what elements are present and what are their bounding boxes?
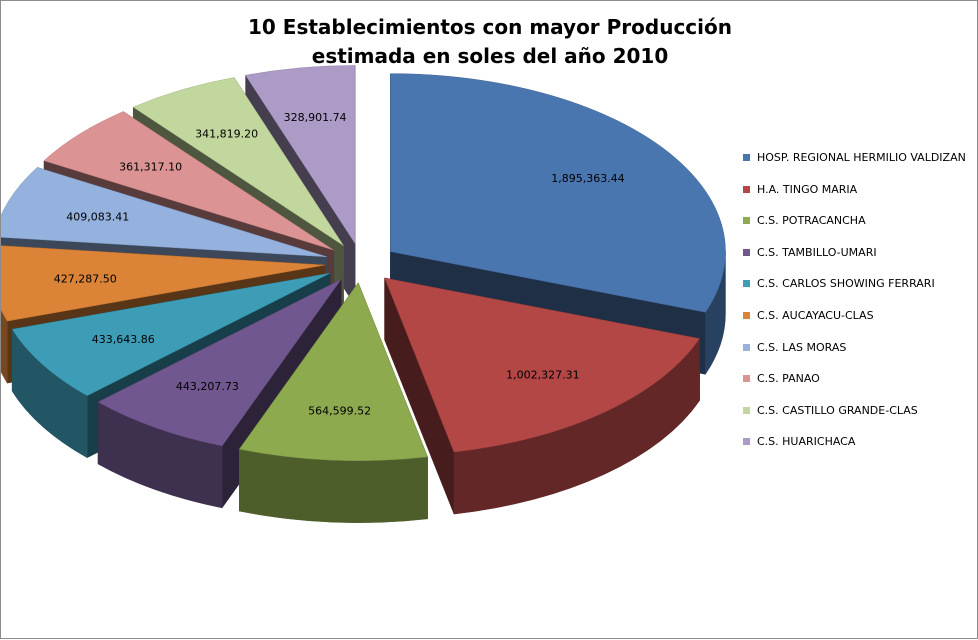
legend-item: C.S. PANAO [743,368,973,400]
slice-value-label: 328,901.74 [284,111,347,124]
legend-label: C.S. PANAO [757,372,820,386]
legend-item: H.A. TINGO MARIA [743,179,973,211]
legend-item: C.S. POTRACANCHA [743,210,973,242]
legend-swatch [743,217,750,225]
pie-slice [238,281,428,523]
legend-swatch [743,311,750,319]
legend-item: C.S. AUCAYACU-CLAS [743,305,973,337]
slice-value-label: 341,819.20 [195,128,258,141]
legend-swatch [743,438,750,446]
legend-item: C.S. CARLOS SHOWING FERRARI [743,273,973,305]
chart-title-line-2: estimada en soles del año 2010 [311,44,669,68]
legend-swatch [743,185,750,193]
legend-item: C.S. LAS MORAS [743,337,973,369]
slice-value-label: 427,287.50 [54,272,117,285]
legend-item: HOSP. REGIONAL HERMILIO VALDIZAN [743,147,973,179]
slice-value-label: 361,317.10 [119,161,182,174]
legend-swatch [743,248,750,256]
legend-label: C.S. POTRACANCHA [757,214,866,228]
slice-value-label: 564,599.52 [308,405,371,418]
legend-swatch [743,406,750,414]
chart-legend: HOSP. REGIONAL HERMILIO VALDIZAN H.A. TIN… [743,147,973,463]
slice-value-label: 433,643.86 [92,333,155,346]
chart-title: 10 Establecimientos con mayor Producción… [1,13,978,71]
legend-label: C.S. CARLOS SHOWING FERRARI [757,277,935,291]
legend-label: C.S. CASTILLO GRANDE-CLAS [757,403,918,417]
legend-item: C.S. CASTILLO GRANDE-CLAS [743,400,973,432]
legend-label: C.S. AUCAYACU-CLAS [757,308,874,322]
slice-value-label: 1,895,363.44 [551,172,624,185]
legend-swatch [743,375,750,383]
slice-value-label: 409,083.41 [66,211,129,224]
legend-swatch [743,154,750,161]
slice-value-label: 443,207.73 [176,380,239,393]
legend-item: C.S. HUARICHACA [743,431,973,463]
legend-item: C.S. TAMBILLO-UMARI [743,242,973,274]
pie-slice [384,277,701,515]
legend-label: C.S. HUARICHACA [757,435,856,449]
pie-chart: 1,895,363.44 1,002,327.31 564,599.52 443,20… [1,65,726,523]
slice-value-label: 1,002,327.31 [506,369,579,382]
legend-swatch [743,343,750,351]
legend-swatch [743,280,750,288]
legend-label: C.S. LAS MORAS [757,340,847,354]
legend-label: HOSP. REGIONAL HERMILIO VALDIZAN [757,151,966,164]
legend-label: H.A. TINGO MARIA [757,182,858,196]
chart-title-line-1: 10 Establecimientos con mayor Producción [247,15,732,39]
legend-label: C.S. TAMBILLO-UMARI [757,245,877,259]
